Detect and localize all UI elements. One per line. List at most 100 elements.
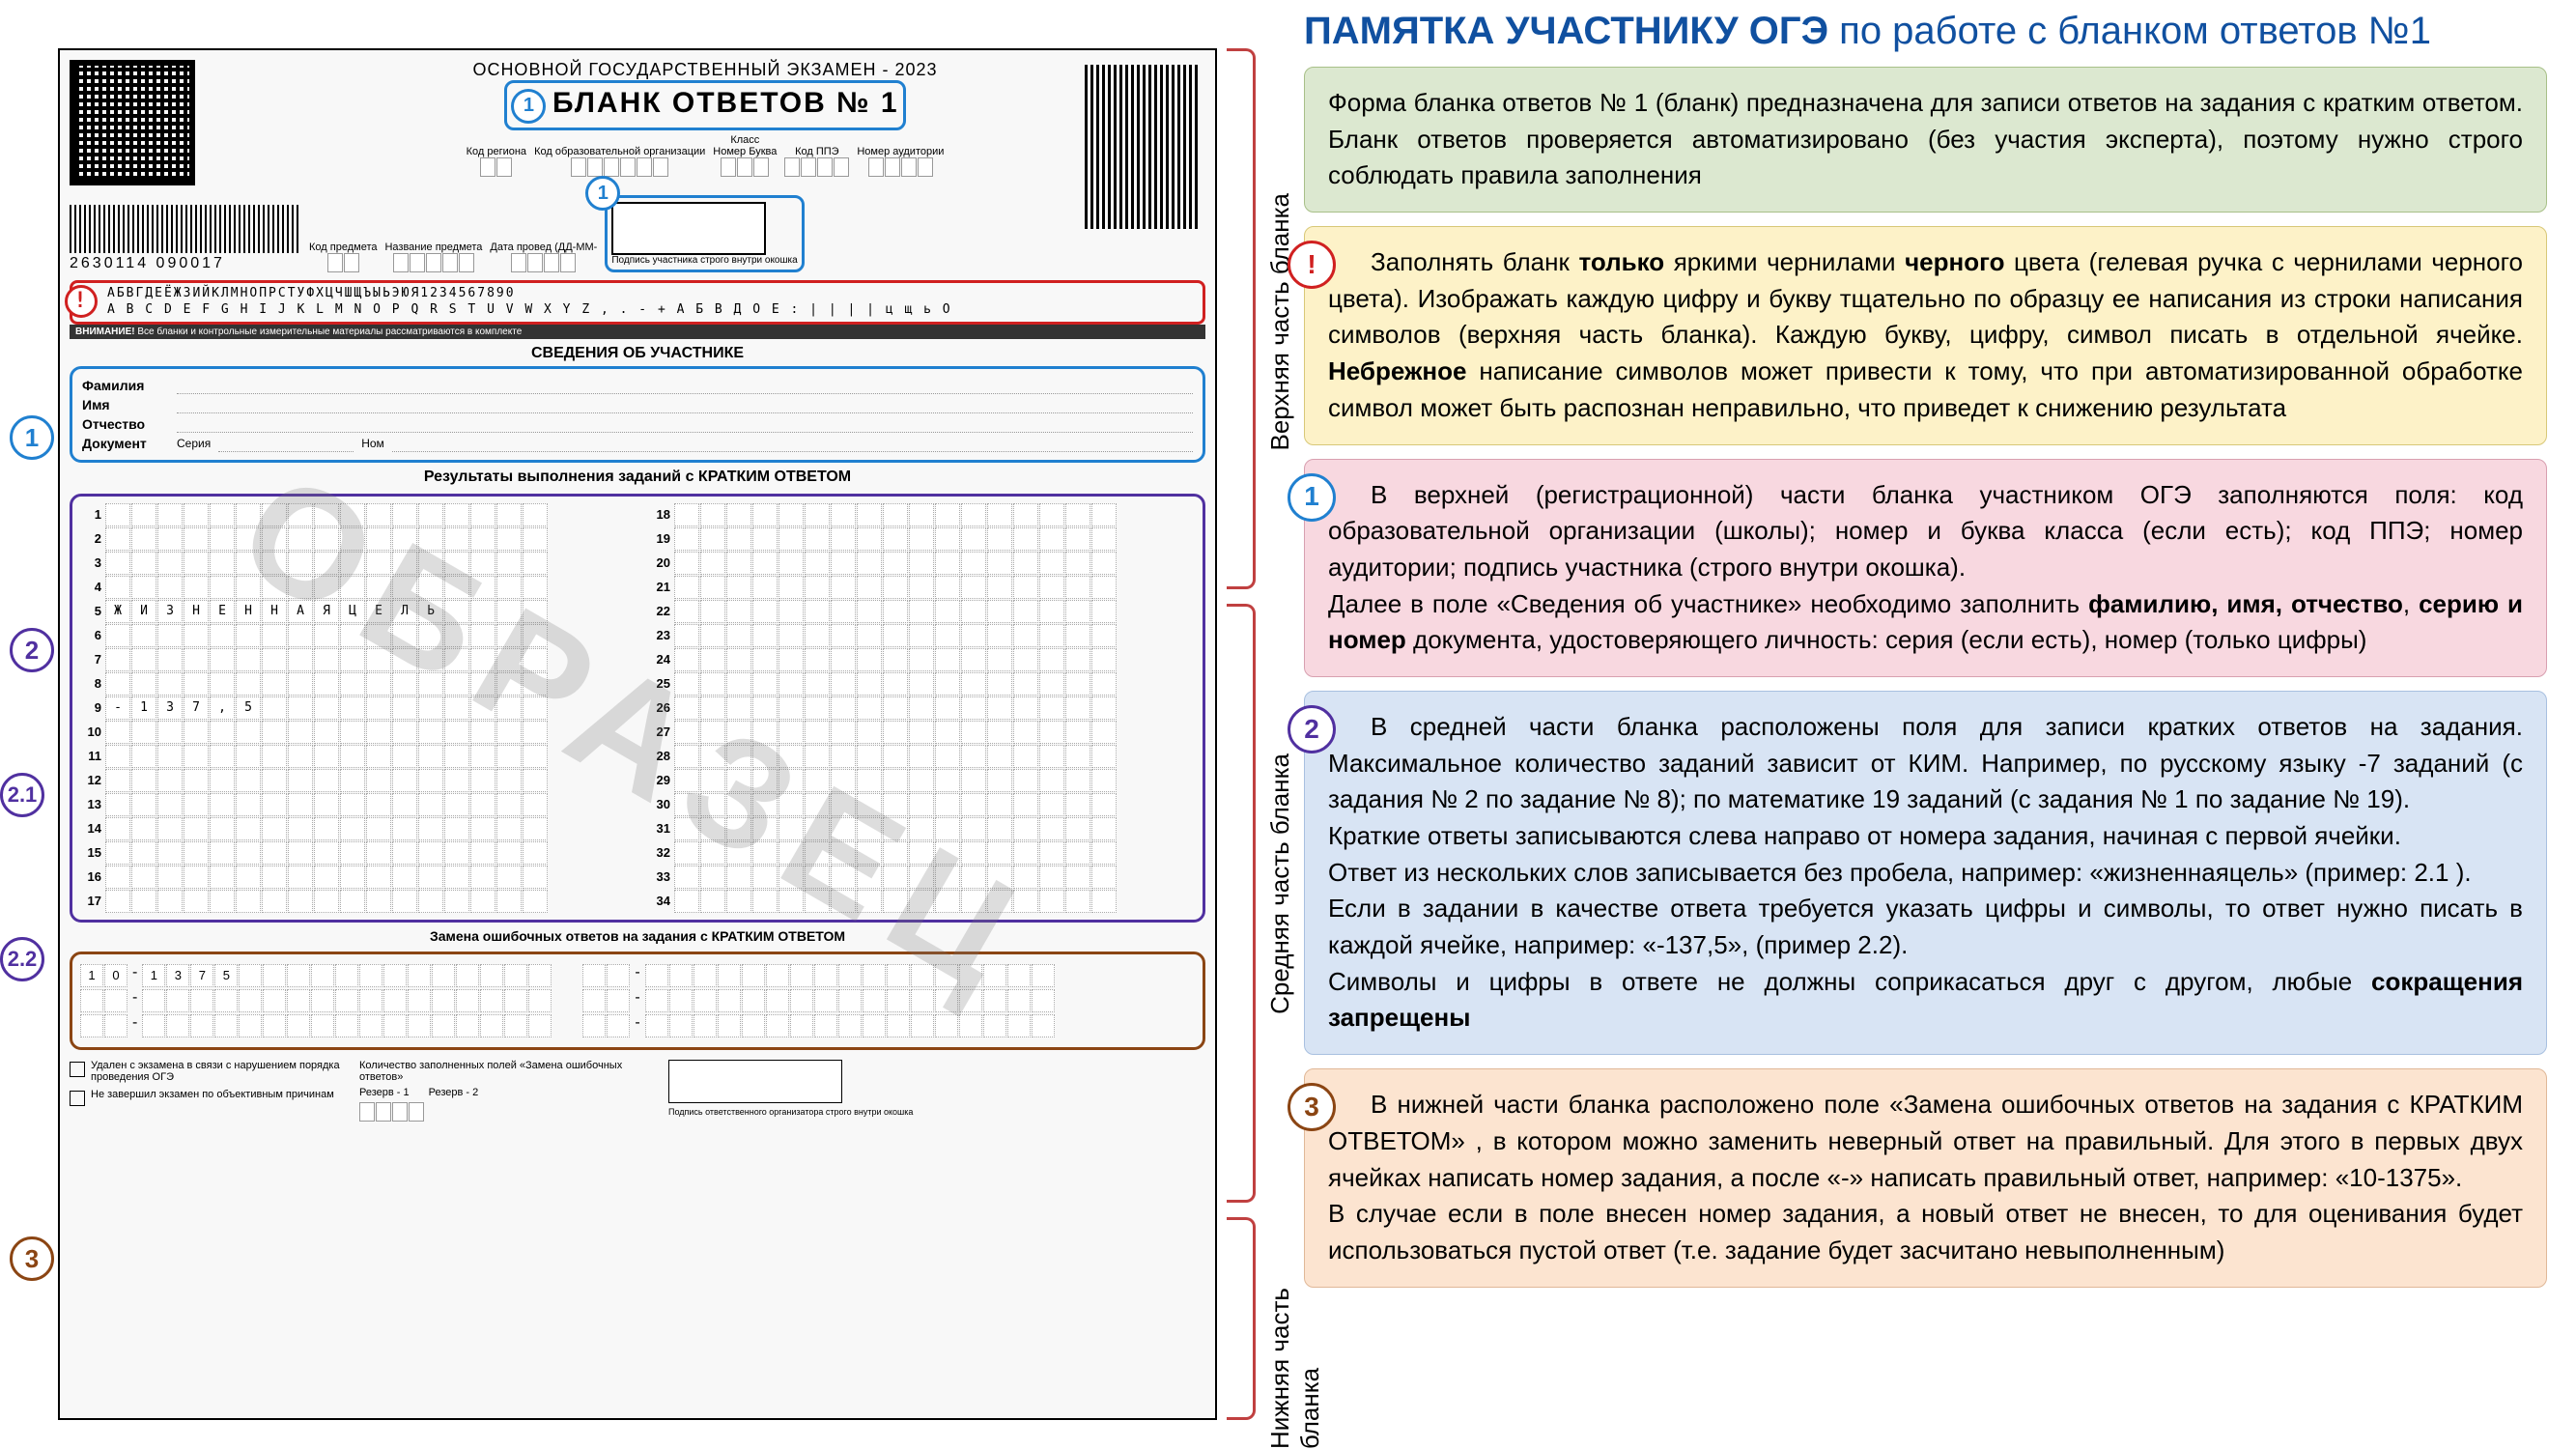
answer-cell: [314, 576, 339, 599]
answer-cell: [674, 672, 699, 696]
form-sheet: ОБРАЗЕЦ ОСНОВНОЙ ГОСУДАРСТВЕННЫЙ ЭКЗАМЕН…: [58, 48, 1217, 1420]
correction-cell: [1007, 989, 1031, 1012]
yellow-b3: Небрежное: [1328, 356, 1466, 385]
answer-cell: [236, 527, 261, 551]
answer-cells: [674, 527, 1117, 551]
answer-cell: [857, 890, 882, 913]
answer-cell: [831, 576, 856, 599]
answer-cell: [496, 793, 522, 816]
answer-cell: [752, 721, 778, 744]
answer-cell: [314, 841, 339, 865]
answer-cell: [700, 793, 725, 816]
answer-cell: [831, 745, 856, 768]
answer-cell: [444, 817, 469, 840]
correction-cell: [607, 1014, 630, 1037]
answer-cell: [987, 600, 1012, 623]
participant-box: Фамилия Имя Отчество ДокументСерияНом: [70, 366, 1205, 463]
correction-cell: [166, 989, 189, 1012]
answers-col-left: 12345ЖИЗНЕННАЯЦЕЛЬ6789-137,5101112131415…: [78, 502, 628, 914]
correction-cell: [456, 964, 479, 987]
answer-cell: [752, 841, 778, 865]
answer-cell: [392, 648, 417, 671]
pink-b1: фамилию, имя, отчество: [2088, 589, 2403, 618]
answer-cell: [909, 600, 934, 623]
answer-cells: [674, 745, 1117, 768]
callout-exc: !: [65, 285, 98, 318]
answer-cell: [131, 552, 156, 575]
answer-cell: [496, 576, 522, 599]
answer-cell: [961, 745, 986, 768]
correction-cell: 0: [104, 964, 127, 987]
answer-cell: [700, 817, 725, 840]
answer-cell: [909, 721, 934, 744]
answer-cell: [752, 503, 778, 526]
answer-cell: [961, 600, 986, 623]
correction-cell: [263, 1014, 286, 1037]
answer-cell: [184, 648, 209, 671]
checkbox-removed: [70, 1062, 85, 1077]
answer-cell: [674, 721, 699, 744]
answer-cell: [131, 841, 156, 865]
answer-cell: [805, 745, 830, 768]
answer-cell: [674, 624, 699, 647]
answer-cell: [262, 672, 287, 696]
answer-cell: [236, 793, 261, 816]
answer-cell: [392, 527, 417, 551]
answer-cell: [184, 527, 209, 551]
dash: -: [631, 964, 643, 987]
yellow-p2: яркими чернилами: [1664, 247, 1905, 276]
alphabet-ru: АБВГДЕЁЖЗИЙКЛМНОПРСТУФХЦЧШЩЪЫЬЭЮЯ1234567…: [107, 286, 1197, 302]
answer-cell: [392, 866, 417, 889]
answer-cell: 7: [184, 696, 209, 720]
answer-cell: [288, 696, 313, 720]
answer-cell: [340, 503, 365, 526]
answer-cell: [105, 503, 130, 526]
answer-cell: [700, 696, 725, 720]
correction-cell: [1032, 989, 1055, 1012]
title-rest: по работе с бланком ответов №1: [1828, 10, 2431, 52]
answer-cells: [105, 503, 548, 526]
answer-row: 26: [647, 696, 1197, 720]
answer-cells: [674, 793, 1117, 816]
correction-cell: [694, 1014, 717, 1037]
answer-cell: [831, 672, 856, 696]
answer-cell: [805, 576, 830, 599]
answer-cell: [778, 552, 804, 575]
correction-cell: [80, 989, 103, 1012]
answer-cell: [700, 866, 725, 889]
answer-cell: [392, 503, 417, 526]
answer-cell: [726, 841, 751, 865]
answer-cell: [366, 624, 391, 647]
answer-cell: [805, 793, 830, 816]
answer-cells: [674, 721, 1117, 744]
answer-cell: [778, 793, 804, 816]
answer-row: 24: [647, 648, 1197, 671]
answer-cell: [366, 745, 391, 768]
answer-cell: [340, 769, 365, 792]
answer-cell: [987, 817, 1012, 840]
answer-cell: [1065, 793, 1090, 816]
answer-cell: [1039, 890, 1064, 913]
answer-cell: [340, 841, 365, 865]
answer-cell: [340, 890, 365, 913]
answer-cell: [987, 552, 1012, 575]
answer-cell: [1039, 769, 1064, 792]
answer-cells: [674, 672, 1117, 696]
answer-row: 8: [78, 672, 628, 696]
answer-cell: [523, 817, 548, 840]
correction-cell: [694, 964, 717, 987]
yellow-p1: Заполнять бланк: [1371, 247, 1578, 276]
answer-cell: [392, 817, 417, 840]
answer-cell: [778, 672, 804, 696]
answer-cell: [831, 769, 856, 792]
pink-p1: В верхней (регистрационной) части бланка…: [1328, 480, 2523, 582]
answer-cell: [262, 745, 287, 768]
answer-cell: [752, 817, 778, 840]
answer-row: 1: [78, 503, 628, 526]
correction-row: 10-1375-: [80, 964, 1195, 987]
answer-cell: [210, 648, 235, 671]
answer-row: 16: [78, 866, 628, 889]
answer-cell: [314, 721, 339, 744]
answer-cell: [752, 648, 778, 671]
corrections-box: 10-1375-----: [70, 952, 1205, 1050]
